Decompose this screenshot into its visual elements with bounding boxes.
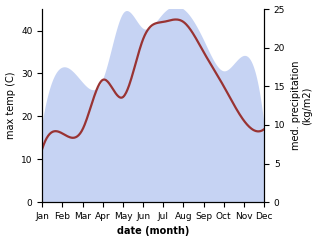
Y-axis label: med. precipitation
(kg/m2): med. precipitation (kg/m2) bbox=[291, 61, 313, 150]
Y-axis label: max temp (C): max temp (C) bbox=[5, 72, 16, 139]
X-axis label: date (month): date (month) bbox=[117, 227, 190, 236]
